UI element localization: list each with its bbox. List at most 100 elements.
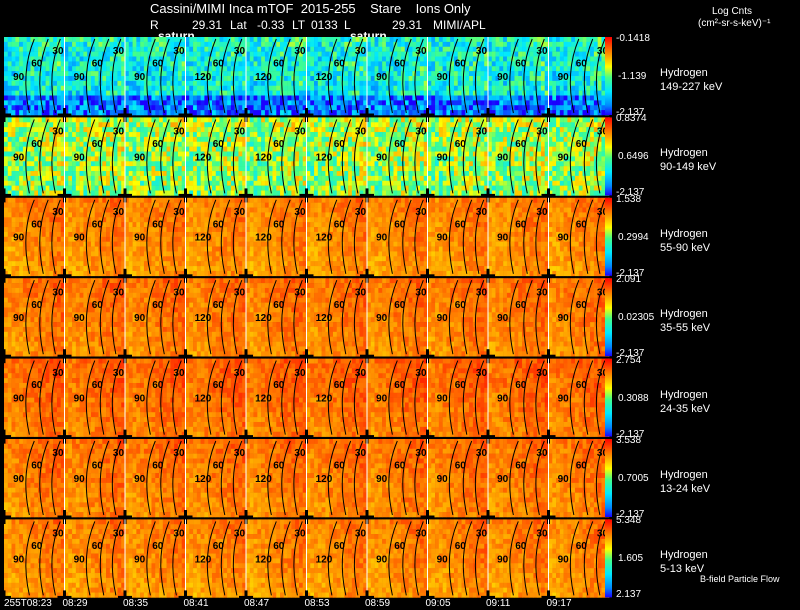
heatmap-cell (38, 180, 43, 186)
heatmap-cell (480, 76, 485, 82)
heatmap-cell (196, 171, 201, 177)
heatmap-cell (200, 171, 205, 177)
heatmap-cell (491, 105, 496, 111)
heatmap-cell (64, 151, 69, 157)
heatmap-cell (408, 127, 413, 133)
heatmap-cell (19, 61, 24, 67)
heatmap-cell (109, 110, 114, 116)
heatmap-cell (522, 110, 527, 116)
heatmap-cell (548, 66, 553, 72)
heatmap-cell (64, 46, 69, 52)
heatmap-cell (518, 180, 523, 186)
heatmap-cell (522, 127, 527, 133)
heatmap-cell (208, 61, 213, 67)
heatmap-cell (310, 117, 315, 123)
heatmap-cell (208, 66, 213, 72)
heatmap-cell (193, 136, 198, 143)
heatmap-cell (382, 122, 387, 128)
heatmap-cell (22, 185, 27, 191)
heatmap-cell (75, 122, 80, 128)
heatmap-cell (272, 151, 277, 157)
heatmap-cell (170, 51, 175, 57)
heatmap-cell (223, 175, 228, 182)
heatmap-cell (140, 76, 145, 82)
heatmap-cell (102, 146, 107, 152)
heatmap-cell (287, 56, 292, 62)
heatmap-cell (230, 190, 235, 196)
heatmap-cell (261, 117, 266, 123)
heatmap-cell (488, 85, 493, 91)
heatmap-cell (121, 100, 126, 106)
heatmap-cell (310, 110, 315, 116)
heatmap-cell (321, 90, 326, 96)
heatmap-cell (121, 51, 126, 57)
heatmap-cell (317, 95, 322, 101)
heatmap-cell (374, 185, 379, 191)
heatmap-cell (272, 66, 277, 72)
heatmap-cell (321, 76, 326, 82)
heatmap-cell (457, 66, 462, 72)
heatmap-cell (11, 151, 16, 157)
heatmap-cell (533, 100, 538, 106)
heatmap-cell (336, 185, 341, 191)
heatmap-cell (321, 180, 326, 186)
heatmap-cell (102, 41, 107, 48)
heatmap-cell (98, 122, 103, 128)
heatmap-cell (30, 151, 35, 157)
heatmap-cell (64, 66, 69, 72)
heatmap-cell (257, 76, 262, 82)
heatmap-cell (75, 76, 80, 82)
heatmap-cell (590, 136, 595, 143)
heatmap-cell (389, 117, 394, 123)
heatmap-cell (45, 105, 50, 111)
heatmap-cell (291, 151, 296, 157)
heatmap-cell (200, 105, 205, 111)
heatmap-cell (272, 180, 277, 186)
heatmap-cell (22, 61, 27, 67)
heatmap-cell (488, 156, 493, 162)
heatmap-cell (227, 127, 232, 133)
heatmap-cell (68, 95, 73, 101)
heatmap-cell (128, 110, 133, 116)
heatmap-cell (522, 41, 527, 48)
heatmap-cell (370, 56, 375, 62)
heatmap-cell (586, 95, 591, 101)
heatmap-cell (321, 146, 326, 152)
heatmap-cell (488, 56, 493, 62)
heatmap-cell (491, 185, 496, 191)
heatmap-cell (506, 71, 511, 77)
heatmap-cell (385, 37, 390, 43)
heatmap-cell (94, 175, 99, 182)
heatmap-cell (488, 180, 493, 186)
heatmap-cell (196, 122, 201, 128)
heatmap-cell (438, 95, 443, 101)
heatmap-cell (435, 100, 440, 106)
heatmap-cell (242, 51, 247, 57)
heatmap-cell (19, 127, 24, 133)
heatmap-cell (548, 37, 553, 43)
heatmap-cell (533, 136, 538, 143)
heatmap-cell (143, 71, 148, 77)
heatmap-cell (295, 100, 300, 106)
heatmap-cell (60, 71, 65, 77)
heatmap-cell (177, 66, 183, 72)
heatmap-cell (321, 41, 326, 48)
heatmap-cell (419, 151, 425, 157)
heatmap-cell (132, 90, 137, 96)
heatmap-cell (121, 41, 126, 48)
heatmap-cell (506, 80, 511, 87)
heatmap-cell (567, 141, 572, 147)
heatmap-cell (442, 171, 447, 177)
heatmap-cell (340, 51, 345, 57)
heatmap-cell (597, 66, 602, 72)
heatmap-cell (332, 71, 338, 77)
heatmap-cell (181, 95, 186, 101)
heatmap-cell (79, 171, 84, 177)
heatmap-cell (336, 85, 341, 91)
heatmap-cell (548, 141, 553, 147)
heatmap-cell (234, 105, 239, 111)
heatmap-cell (340, 105, 345, 111)
heatmap-cell (582, 37, 587, 43)
heatmap-cell (87, 156, 92, 162)
heatmap-cell (314, 105, 319, 111)
